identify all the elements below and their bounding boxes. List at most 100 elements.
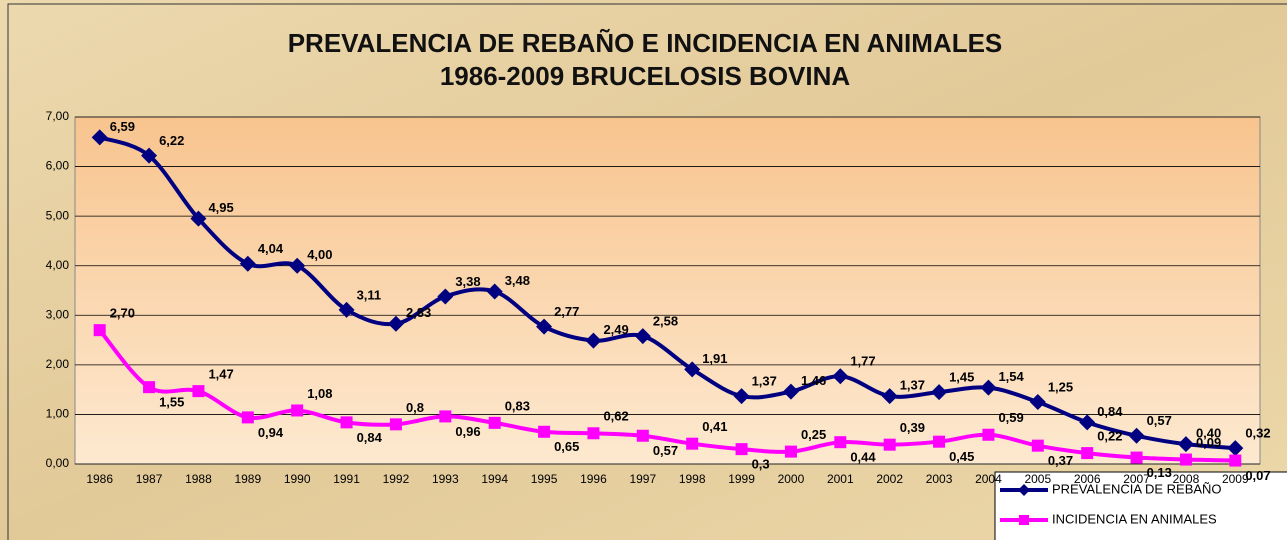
x-tick-label: 1989: [234, 472, 261, 486]
data-label: 0,09: [1196, 435, 1221, 450]
marker: [784, 445, 797, 458]
legend-label: INCIDENCIA EN ANIMALES: [1052, 511, 1217, 526]
data-label: 1,37: [752, 374, 777, 389]
marker: [190, 210, 207, 227]
data-label: 0,57: [1147, 413, 1172, 428]
marker: [587, 427, 600, 440]
x-tick-label: 2009: [1222, 472, 1249, 486]
marker: [340, 416, 353, 429]
marker: [239, 255, 256, 272]
x-tick-label: 1988: [185, 472, 212, 486]
data-label: 0,22: [1097, 429, 1122, 444]
marker: [536, 318, 553, 335]
data-label: 0,13: [1147, 465, 1172, 480]
x-tick-label: 2008: [1173, 472, 1200, 486]
marker: [1229, 454, 1242, 467]
data-label: 1,47: [208, 367, 233, 382]
data-label: 6,59: [110, 119, 135, 134]
data-label: 2,49: [603, 322, 628, 337]
marker: [1179, 453, 1192, 466]
marker: [684, 361, 701, 378]
x-tick-label: 2006: [1074, 472, 1101, 486]
data-label: 0,44: [850, 450, 876, 465]
marker: [387, 315, 404, 332]
marker: [192, 385, 205, 398]
x-tick-label: 2003: [926, 472, 953, 486]
data-label: 3,48: [505, 273, 530, 288]
marker: [982, 428, 995, 441]
marker: [1079, 414, 1096, 431]
marker: [538, 425, 551, 438]
x-tick-label: 1999: [728, 472, 755, 486]
marker: [636, 429, 649, 442]
marker: [931, 384, 948, 401]
data-label: 2,70: [110, 306, 135, 321]
marker: [437, 288, 454, 305]
data-label: 4,04: [258, 241, 284, 256]
data-label: 0,39: [900, 420, 925, 435]
data-label: 2,58: [653, 314, 678, 329]
x-tick-label: 2007: [1123, 472, 1150, 486]
marker: [289, 257, 306, 274]
x-tick-label: 1996: [580, 472, 607, 486]
plot-area: [74, 116, 1261, 465]
data-label: 0,84: [1097, 404, 1123, 419]
data-label: 3,38: [455, 274, 480, 289]
marker: [141, 147, 158, 164]
marker: [782, 383, 799, 400]
data-label: 0,45: [949, 449, 974, 464]
marker: [883, 438, 896, 451]
marker: [93, 324, 106, 337]
y-tick-label: 2,00: [46, 357, 70, 371]
data-label: 1,77: [850, 354, 875, 369]
x-tick-label: 1986: [86, 472, 113, 486]
data-label: 1,25: [1048, 379, 1073, 394]
legend-marker: [1018, 484, 1030, 496]
marker: [585, 332, 602, 349]
marker: [1031, 439, 1044, 452]
data-label: 4,95: [208, 200, 233, 215]
data-label: 1,46: [801, 373, 826, 388]
y-tick-label: 1,00: [46, 407, 70, 421]
marker: [933, 435, 946, 448]
marker: [1177, 436, 1194, 453]
marker: [486, 283, 503, 300]
marker: [91, 129, 108, 146]
data-label: 0,40: [1196, 426, 1221, 441]
data-label: 2,83: [406, 305, 431, 320]
legend-marker: [1019, 515, 1029, 525]
marker: [1128, 427, 1145, 444]
marker: [1029, 394, 1046, 411]
x-tick-label: 1995: [531, 472, 558, 486]
chart-subtitle: 1986-2009 BRUCELOSIS BOVINA: [440, 61, 851, 91]
data-label: 0,32: [1245, 426, 1270, 441]
chart-frame: [7, 3, 1287, 545]
marker: [1130, 451, 1143, 464]
y-tick-label: 3,00: [46, 307, 70, 321]
marker: [439, 410, 452, 423]
x-tick-label: 1992: [383, 472, 410, 486]
x-tick-label: 1998: [679, 472, 706, 486]
data-label: 0,3: [752, 457, 770, 472]
data-label: 0,62: [603, 409, 628, 424]
data-label: 0,59: [998, 410, 1023, 425]
data-label: 0,94: [258, 425, 284, 440]
data-label: 0,83: [505, 398, 530, 413]
marker: [686, 437, 699, 450]
data-label: 1,08: [307, 386, 332, 401]
legend: [994, 471, 1287, 543]
marker: [1227, 440, 1244, 457]
data-label: 0,8: [406, 400, 424, 415]
marker: [832, 368, 849, 385]
data-label: 4,00: [307, 247, 332, 262]
y-tick-label: 4,00: [46, 258, 70, 272]
data-label: 2,77: [554, 304, 579, 319]
marker: [389, 418, 402, 431]
data-label: 1,91: [702, 351, 727, 366]
marker: [634, 328, 651, 345]
data-label: 0,37: [1048, 453, 1073, 468]
data-label: 0,96: [455, 424, 480, 439]
data-label: 1,54: [998, 369, 1024, 384]
